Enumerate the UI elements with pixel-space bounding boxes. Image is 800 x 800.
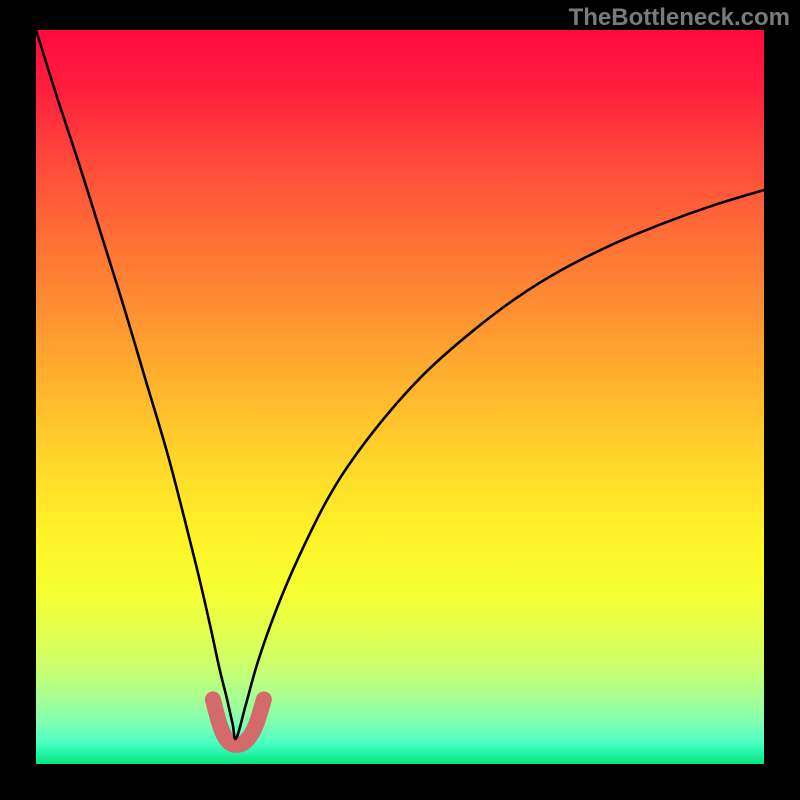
- watermark-text: TheBottleneck.com: [569, 4, 790, 32]
- bottleneck-curve: [36, 30, 764, 739]
- plot-area: [36, 30, 764, 764]
- figure-root: TheBottleneck.com: [0, 0, 800, 800]
- notch-marker: [213, 699, 264, 745]
- curve-layer: [36, 30, 764, 764]
